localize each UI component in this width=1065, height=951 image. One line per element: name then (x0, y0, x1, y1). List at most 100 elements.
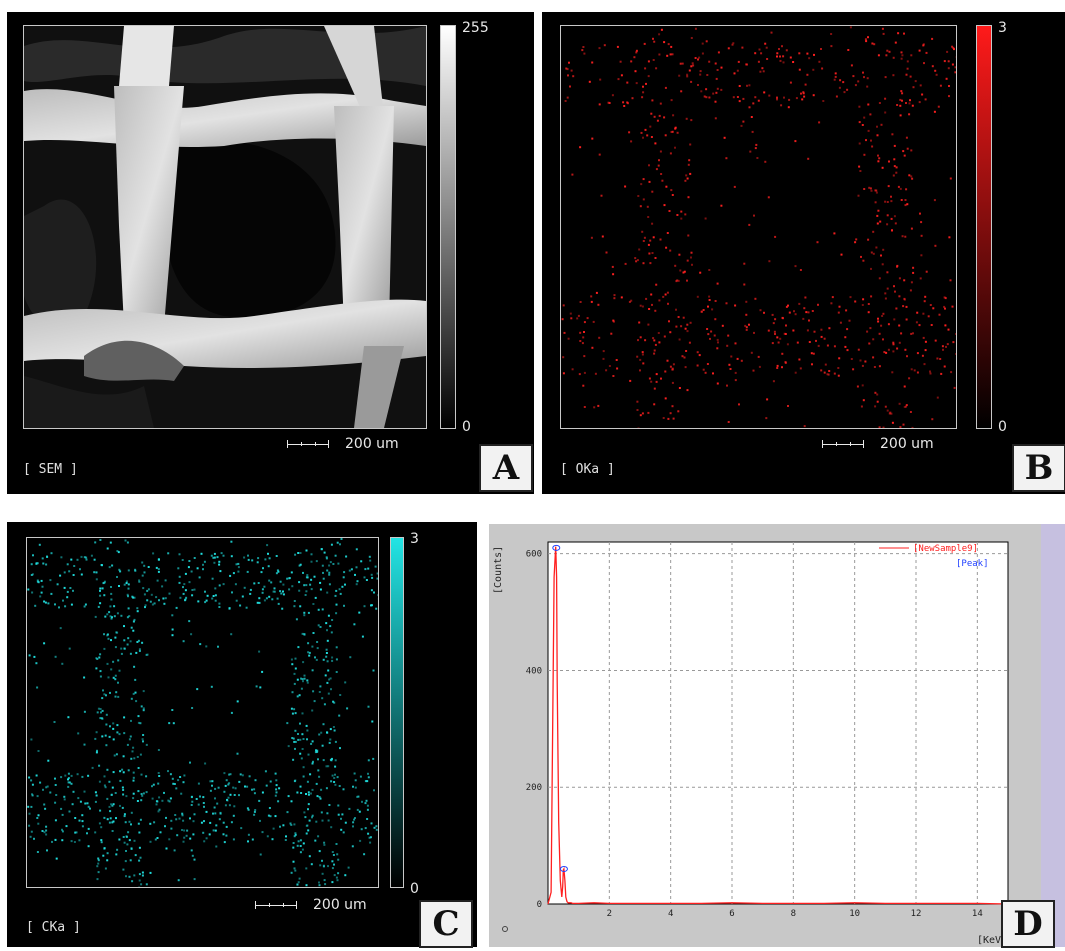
element-dot (670, 366, 672, 368)
element-dot (322, 572, 324, 574)
element-dot (183, 583, 185, 585)
element-dot (708, 97, 710, 99)
element-dot (191, 707, 193, 709)
element-dot (308, 794, 310, 796)
legend-series-label: [NewSample9] (913, 544, 978, 554)
element-dot (99, 602, 101, 604)
element-dot (908, 113, 910, 115)
element-dot (783, 61, 785, 63)
element-dot (202, 832, 204, 834)
element-dot (287, 811, 289, 813)
element-dot (752, 131, 754, 133)
element-dot (305, 793, 307, 795)
element-dot (923, 62, 925, 64)
element-dot (895, 42, 897, 44)
element-dot (587, 317, 589, 319)
element-dot (141, 705, 143, 707)
element-dot (151, 785, 153, 787)
element-dot (294, 832, 296, 834)
element-dot (944, 366, 946, 368)
element-dot (834, 79, 836, 81)
element-dot (879, 277, 881, 279)
element-dot (318, 624, 320, 626)
element-dot (297, 845, 299, 847)
element-dot (912, 105, 914, 107)
element-dot (116, 753, 118, 755)
element-dot (779, 56, 781, 58)
element-dot (877, 210, 879, 212)
element-dot (215, 830, 217, 832)
element-dot (183, 781, 185, 783)
element-dot (150, 872, 152, 874)
element-dot (616, 368, 618, 370)
grayscale-colorbar (440, 25, 456, 429)
element-dot (233, 572, 235, 574)
element-dot (678, 316, 680, 318)
element-dot (134, 570, 136, 572)
element-dot (377, 573, 378, 575)
element-dot (315, 821, 317, 823)
element-dot (868, 343, 870, 345)
element-dot (158, 796, 160, 798)
element-dot (780, 104, 782, 106)
element-dot (571, 174, 573, 176)
scale-bar-line (287, 440, 329, 448)
element-dot (140, 819, 142, 821)
element-dot (236, 563, 238, 565)
element-dot (68, 570, 70, 572)
element-dot (231, 591, 233, 593)
element-dot (667, 303, 669, 305)
element-dot (225, 804, 227, 806)
element-dot (108, 638, 110, 640)
element-dot (884, 201, 886, 203)
element-dot (578, 315, 580, 317)
element-dot (103, 594, 105, 596)
element-dot (101, 841, 103, 843)
element-dot (179, 553, 181, 555)
element-dot (684, 213, 686, 215)
element-dot (332, 775, 334, 777)
element-dot (636, 82, 638, 84)
element-dot (888, 323, 890, 325)
element-dot (326, 557, 328, 559)
element-dot (761, 67, 763, 69)
element-dot (854, 241, 856, 243)
element-dot (351, 568, 353, 570)
element-dot (328, 804, 330, 806)
element-dot (610, 333, 612, 335)
element-dot (898, 325, 900, 327)
element-dot (621, 74, 623, 76)
element-dot (223, 555, 225, 557)
element-dot (936, 74, 938, 76)
element-dot (138, 640, 140, 642)
element-dot (948, 329, 950, 331)
element-dot (868, 303, 870, 305)
element-dot (300, 851, 302, 853)
element-dot (74, 841, 76, 843)
element-dot (738, 403, 740, 405)
element-dot (144, 606, 146, 608)
element-dot (232, 787, 234, 789)
element-dot (882, 249, 884, 251)
element-dot (294, 554, 296, 556)
element-dot (672, 382, 674, 384)
element-dot (844, 346, 846, 348)
element-dot (727, 335, 729, 337)
element-dot (926, 52, 928, 54)
map-label: [ SEM ] (23, 462, 78, 477)
element-dot (60, 556, 62, 558)
element-dot (888, 161, 890, 163)
element-dot (759, 366, 761, 368)
element-dot (648, 253, 650, 255)
element-dot (877, 160, 879, 162)
element-dot (212, 557, 214, 559)
element-dot (685, 328, 687, 330)
element-dot (872, 338, 874, 340)
element-dot (798, 359, 800, 361)
element-dot (906, 306, 908, 308)
element-dot (910, 175, 912, 177)
element-dot (127, 595, 129, 597)
element-dot (123, 639, 125, 641)
element-dot (948, 236, 950, 238)
element-dot (207, 595, 209, 597)
